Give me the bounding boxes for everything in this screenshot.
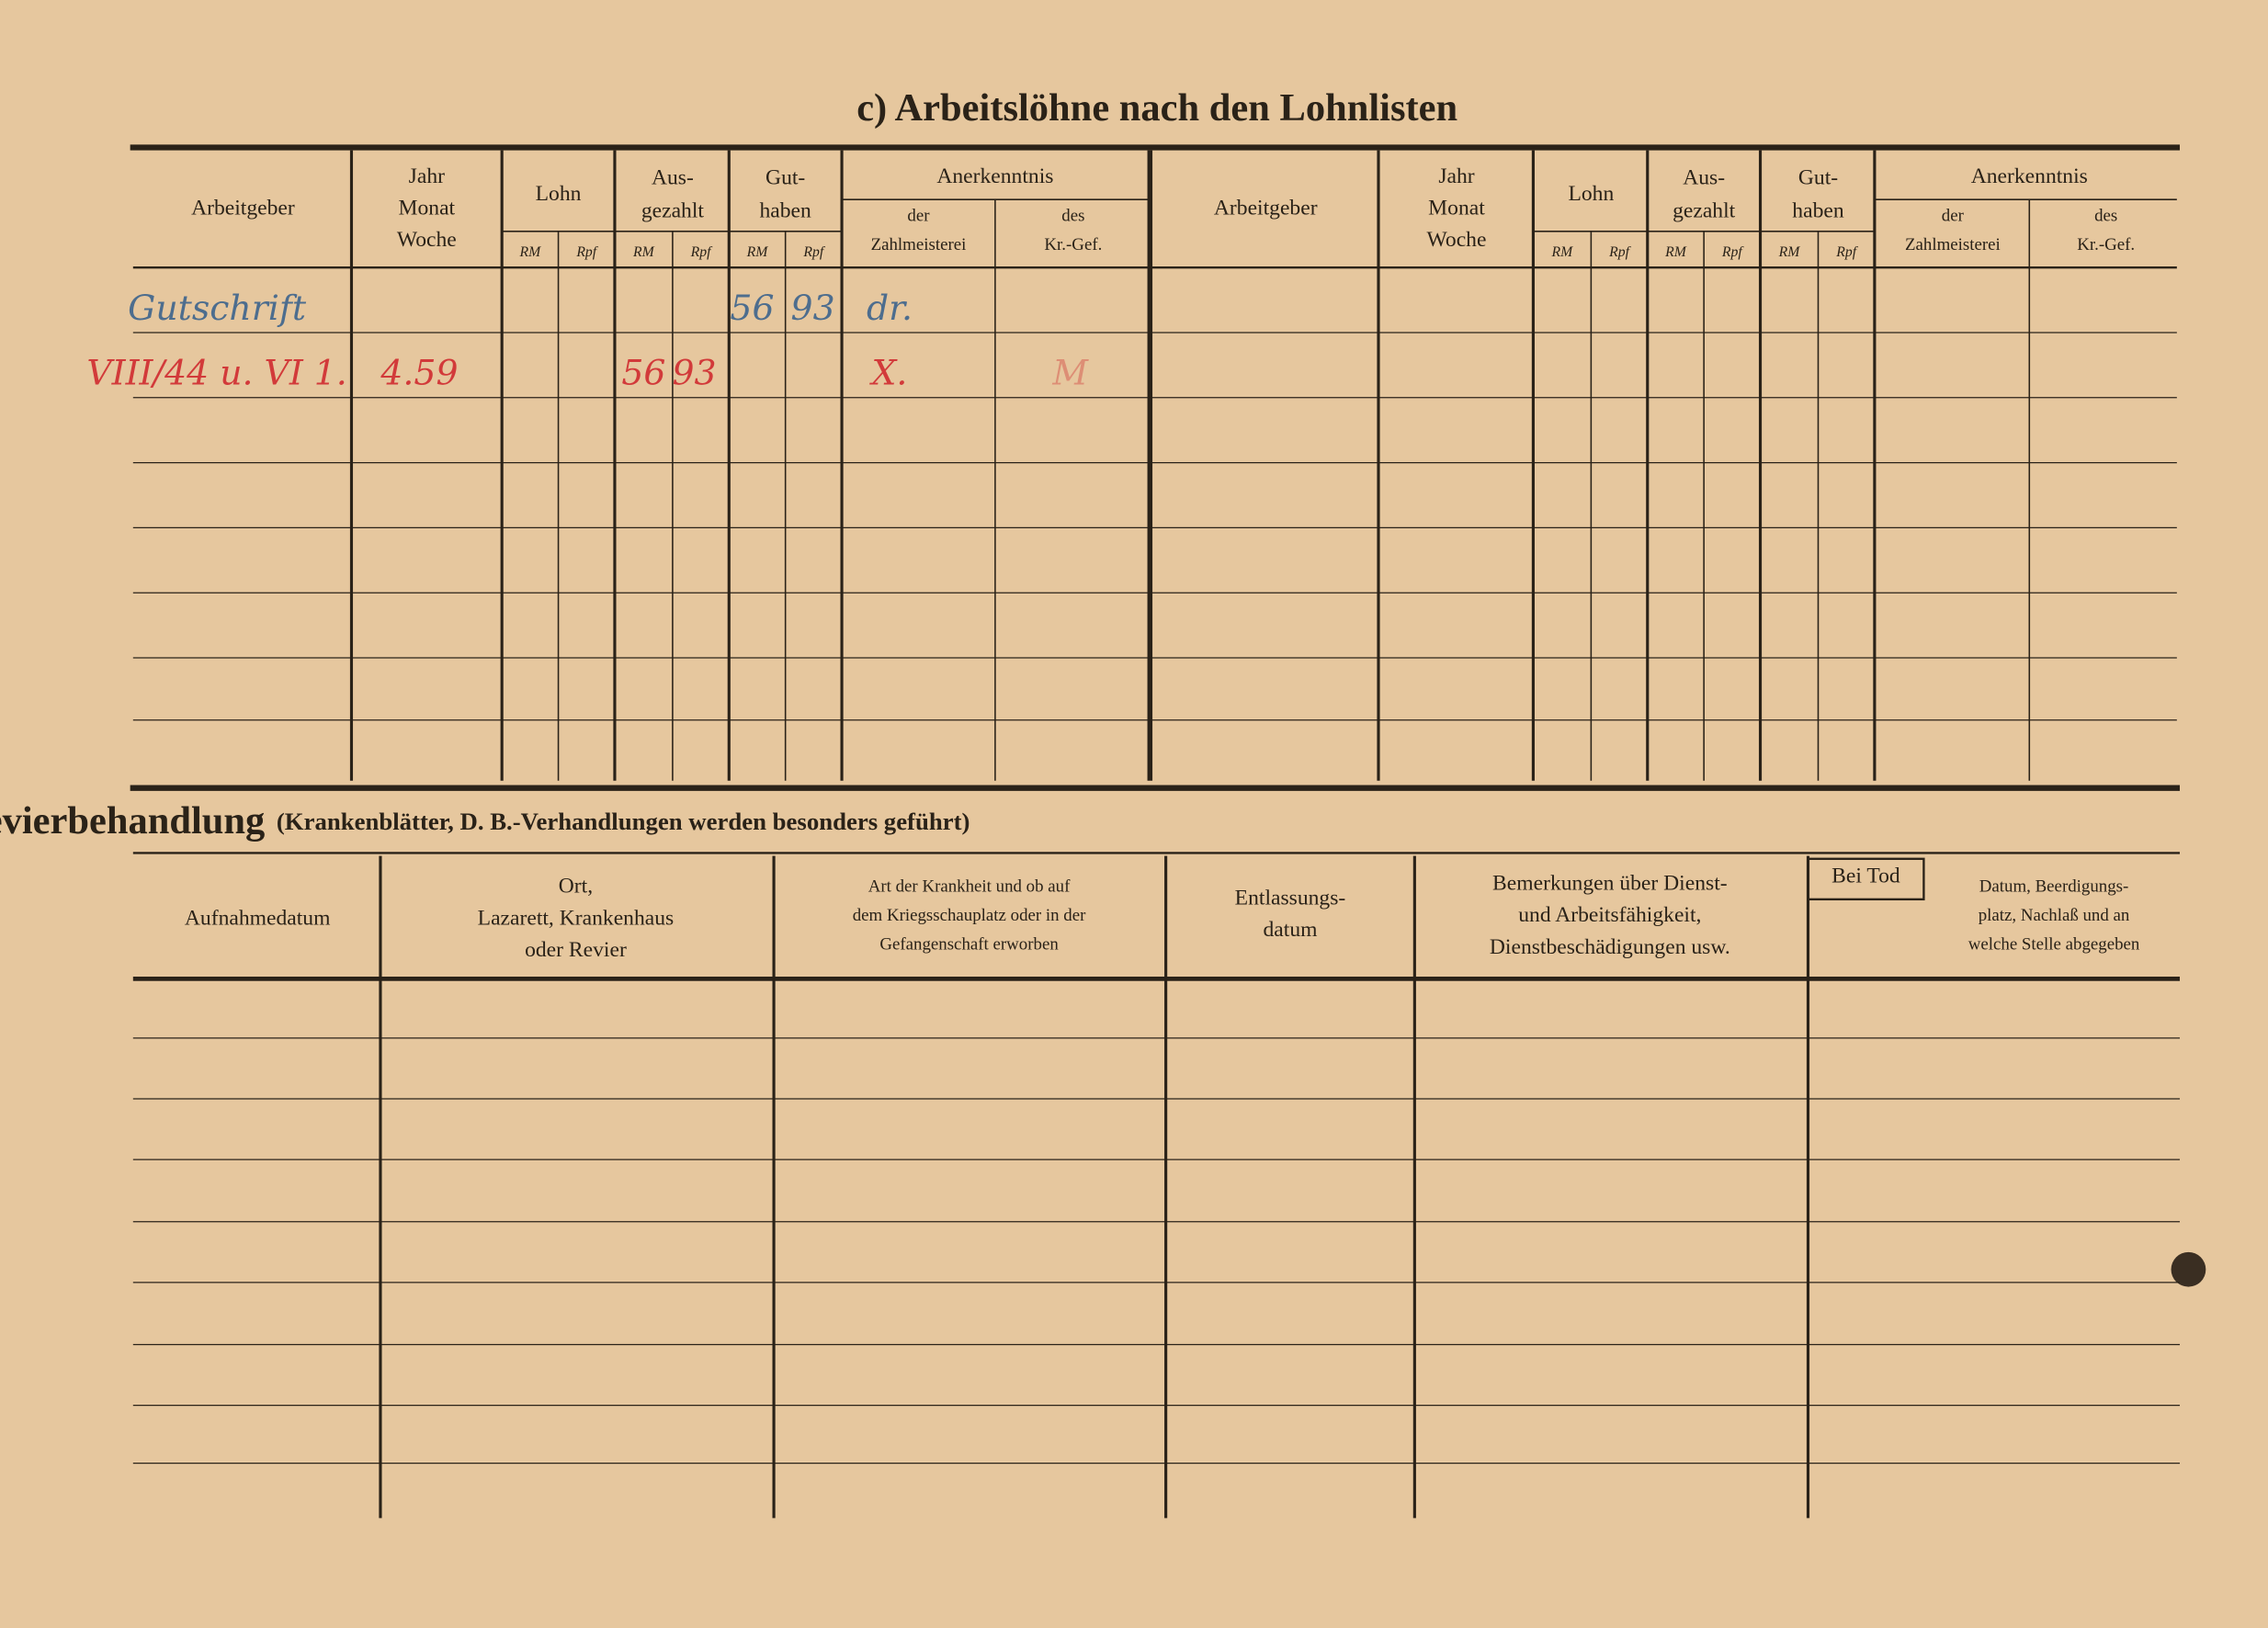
label: datum bbox=[1263, 918, 1317, 942]
label: Rpf bbox=[690, 244, 713, 260]
punch-hole bbox=[2171, 1251, 2206, 1287]
death-box bbox=[1807, 857, 1925, 901]
handwritten-entry: 4.59 bbox=[380, 353, 458, 393]
label: RM bbox=[632, 244, 655, 260]
label: RM bbox=[1778, 244, 1801, 260]
handwritten-entry: 93 bbox=[672, 353, 716, 393]
label: Aufnahmedatum bbox=[185, 906, 331, 930]
label: Rpf bbox=[575, 244, 598, 260]
title-note: (Krankenblätter, D. B.-Verhandlungen wer… bbox=[277, 808, 970, 835]
label: Monat bbox=[399, 197, 456, 220]
label: des bbox=[1061, 206, 1084, 225]
label: platz, Nachlaß und an bbox=[1979, 906, 2130, 925]
label: Woche bbox=[397, 228, 457, 252]
label: Lohn bbox=[536, 182, 582, 206]
label: Anerkenntnis bbox=[1971, 164, 2088, 188]
label: Art der Krankheit und ob auf bbox=[868, 877, 1071, 897]
label: Gut- bbox=[765, 166, 805, 190]
label: und Arbeitsfähigkeit, bbox=[1518, 903, 1701, 927]
label: der bbox=[907, 206, 930, 225]
label: Aus- bbox=[652, 166, 694, 190]
label: Rpf bbox=[1721, 244, 1744, 260]
label: Jahr bbox=[409, 164, 445, 188]
section-d-title: d) Lazarett-, Krankenhaus- und Revierbeh… bbox=[0, 799, 970, 842]
label: Rpf bbox=[1608, 244, 1631, 260]
handwritten-entry: dr. bbox=[867, 288, 913, 328]
label: Datum, Beerdigungs- bbox=[1979, 877, 2129, 897]
section-c-title: c) Arbeitslöhne nach den Lohnlisten bbox=[856, 86, 1457, 130]
label: Lazarett, Krankenhaus bbox=[478, 906, 675, 930]
label: Arbeitgeber bbox=[1214, 197, 1318, 220]
label: Lohn bbox=[1568, 182, 1614, 206]
label: Gefangenschaft erworben bbox=[879, 935, 1059, 955]
label: haben bbox=[759, 199, 811, 223]
label: des bbox=[2094, 206, 2117, 225]
label: Dienstbeschädigungen usw. bbox=[1490, 935, 1730, 959]
label: Arbeitgeber bbox=[191, 197, 295, 220]
handwritten-entry: 56 bbox=[730, 288, 774, 328]
label: Jahr bbox=[1438, 164, 1474, 188]
label: Kr.-Gef. bbox=[2077, 235, 2135, 254]
label: der bbox=[1942, 206, 1965, 225]
label: Ort, bbox=[559, 875, 593, 899]
label: Woche bbox=[1427, 228, 1487, 252]
label: Aus- bbox=[1683, 166, 1725, 190]
label: RM bbox=[1551, 244, 1574, 260]
handwritten-entry: Gutschrift bbox=[128, 288, 307, 328]
label: Zahlmeisterei bbox=[871, 235, 967, 254]
label: dem Kriegsschauplatz oder in der bbox=[853, 906, 1086, 925]
label: gezahlt bbox=[641, 199, 705, 223]
label: oder Revier bbox=[525, 938, 627, 962]
label: Bemerkungen über Dienst- bbox=[1492, 872, 1728, 896]
label: RM bbox=[1664, 244, 1687, 260]
handwritten-entry: M bbox=[1051, 353, 1089, 393]
label: RM bbox=[746, 244, 769, 260]
label: Rpf bbox=[802, 244, 825, 260]
label: Kr.-Gef. bbox=[1044, 235, 1102, 254]
label: gezahlt bbox=[1673, 199, 1736, 223]
handwritten-entry: 93 bbox=[791, 288, 835, 328]
handwritten-entry: X. bbox=[869, 353, 908, 393]
label: Rpf bbox=[1835, 244, 1858, 260]
label: Zahlmeisterei bbox=[1905, 235, 2001, 254]
handwritten-entry: 56 bbox=[621, 353, 665, 393]
label: welche Stelle abgegeben bbox=[1968, 935, 2140, 955]
label: haben bbox=[1792, 199, 1844, 223]
label: Anerkenntnis bbox=[936, 164, 1053, 188]
label: Bei Tod bbox=[1831, 865, 1900, 888]
label: Gut- bbox=[1798, 166, 1838, 190]
label: Entlassungs- bbox=[1235, 886, 1346, 910]
title-text: d) Lazarett-, Krankenhaus- und Revierbeh… bbox=[0, 799, 265, 842]
handwritten-entry: VIII/44 u. VI 1. bbox=[86, 353, 346, 393]
label: Monat bbox=[1428, 197, 1485, 220]
label: RM bbox=[519, 244, 542, 260]
